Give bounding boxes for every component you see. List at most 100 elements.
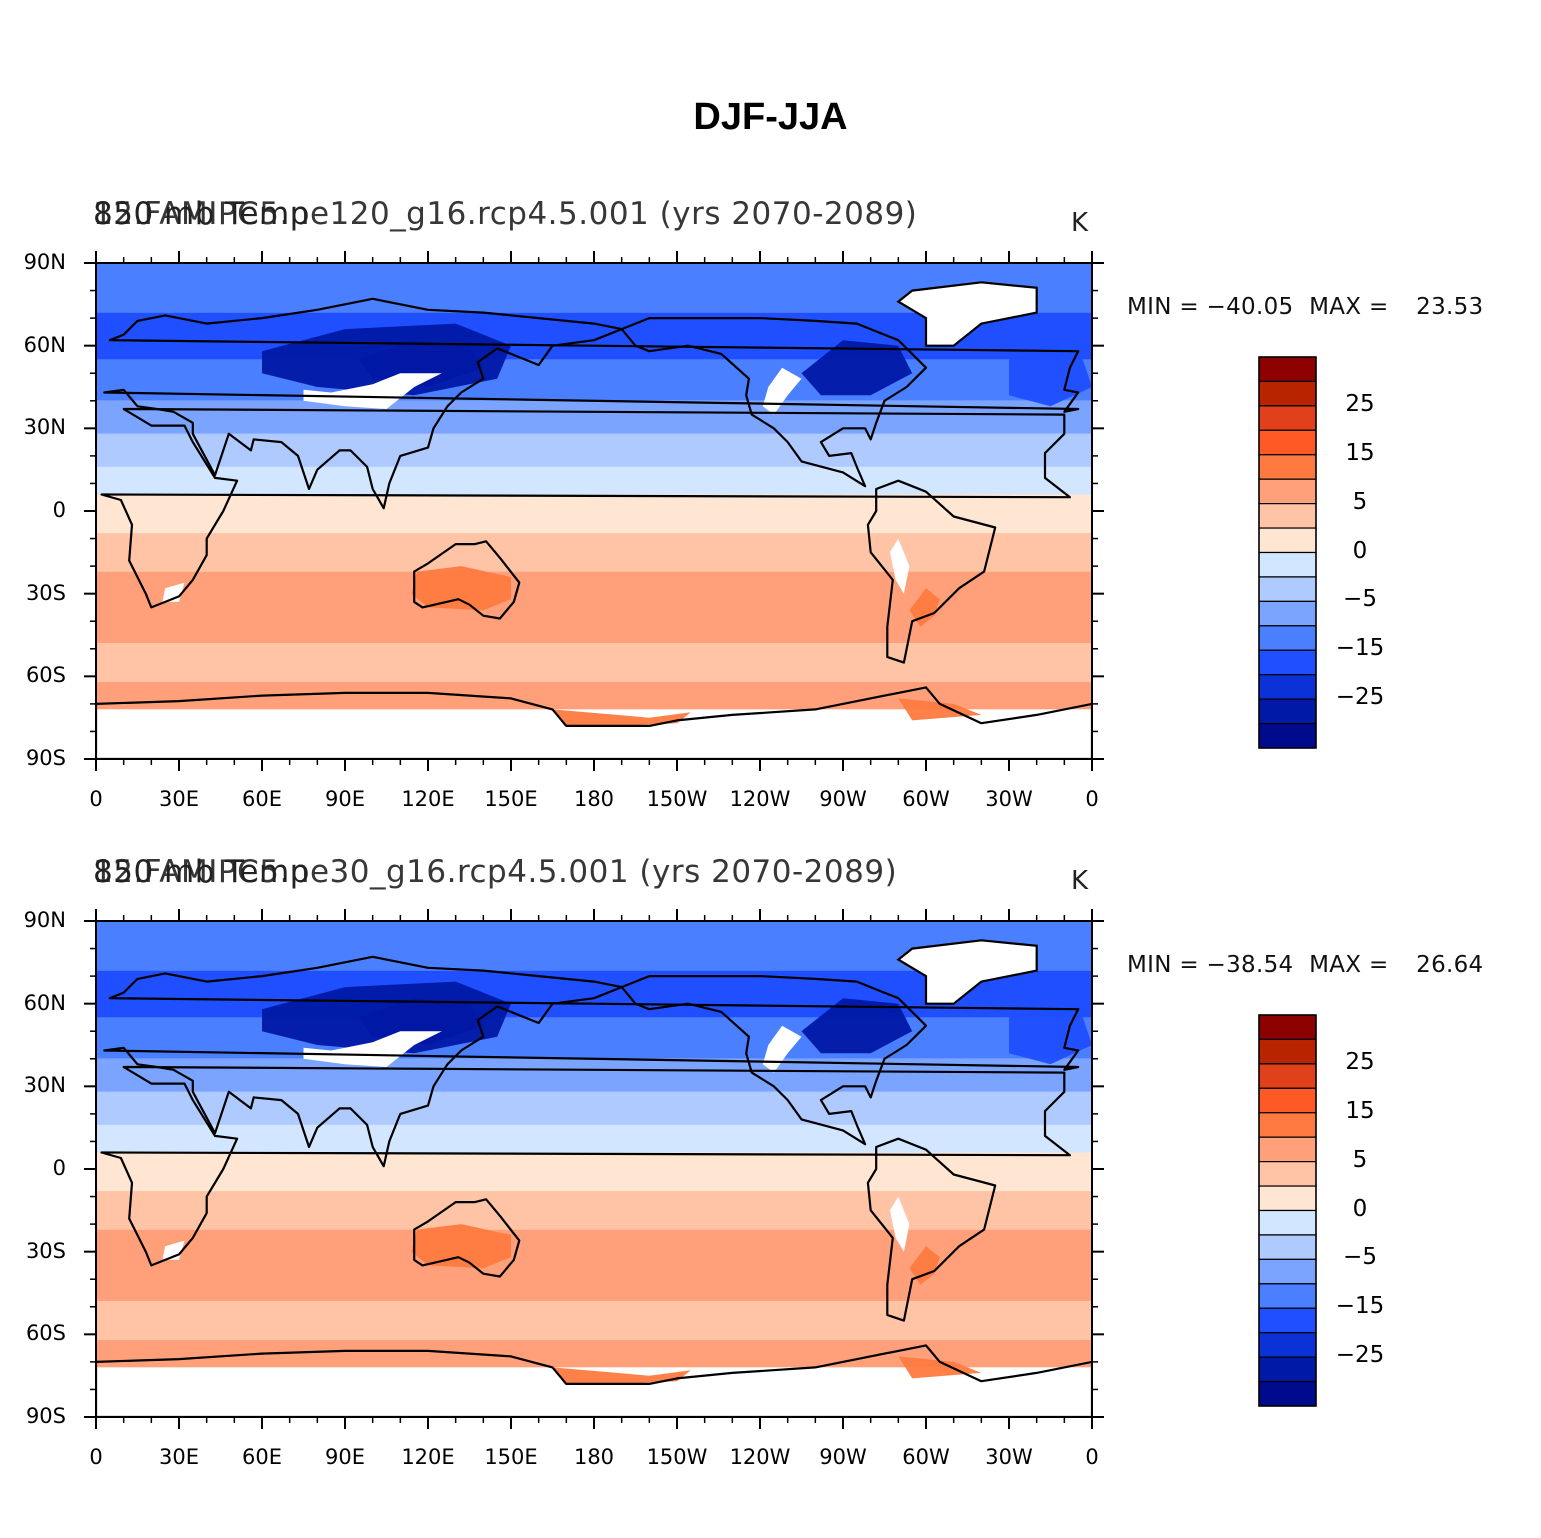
field-band-8 [96, 1229, 1092, 1302]
min-max-readout: MIN = −40.05 MAX = 23.53 [1127, 294, 1484, 320]
field-siberia-cold [262, 981, 511, 1054]
lon-tick-label: 150E [484, 787, 538, 811]
center-string: 12.FAMIPC5.ne120_g16.rcp4.5.001 (yrs 207… [93, 196, 918, 232]
colorbar-box [1258, 551, 1317, 578]
lon-tick-label: 60W [902, 787, 950, 811]
map-field [96, 263, 1092, 759]
lat-tick-label: 60N [23, 332, 66, 357]
colorbar-box [1258, 1014, 1317, 1041]
max-value: 23.53 [1416, 294, 1484, 320]
lat-tick-label: 60S [25, 1321, 66, 1346]
min-label: MIN = [1127, 952, 1199, 978]
units-label: K [1071, 866, 1089, 896]
left-string: 850 mb Temp [93, 196, 310, 232]
lon-tick-label: 0 [1085, 1445, 1099, 1469]
left-string: 850 mb Temp [93, 854, 310, 890]
colorbar-label: −25 [1335, 684, 1385, 711]
coastline-south-america [866, 1137, 997, 1322]
colorbar-box [1258, 600, 1317, 627]
lat-tick-label: 0 [52, 1156, 66, 1180]
colorbar-label: −5 [1343, 1244, 1377, 1271]
coastline-antarctica [96, 1344, 1092, 1417]
field-band-6 [96, 494, 1092, 534]
lon-tick-label: 30W [985, 787, 1033, 811]
field-south-america-warm [909, 588, 940, 627]
field-band-4 [96, 433, 1092, 467]
field-band-9 [96, 643, 1092, 682]
figure-title: DJF-JJA [693, 96, 848, 138]
field-antarctic-peninsula-warm [898, 1356, 982, 1379]
colorbar-box [1258, 1283, 1317, 1309]
masked-region-0 [303, 373, 442, 409]
colorbar-box [1258, 1112, 1317, 1138]
colorbar-box [1258, 625, 1317, 651]
colorbar-box [1258, 1332, 1317, 1358]
greenland-landmass [896, 939, 1038, 1005]
colorbar-box [1258, 454, 1317, 480]
colorbar-box [1258, 1136, 1317, 1163]
lon-tick-label: 150W [646, 1445, 708, 1469]
colorbar-box [1258, 1063, 1317, 1089]
lon-tick-label: 120W [729, 787, 791, 811]
field-canada-cold [801, 340, 913, 396]
lon-tick-label: 0 [89, 787, 103, 811]
colorbar-label: 0 [1352, 1195, 1368, 1222]
lon-tick-label: 90E [325, 787, 365, 811]
coastline-antarctica [96, 686, 1092, 759]
min-max-readout: MIN = −38.54 MAX = 26.64 [1127, 952, 1484, 978]
min-value: −38.54 [1206, 952, 1294, 978]
colorbar-box [1258, 1185, 1317, 1212]
colorbar-label: −5 [1343, 586, 1377, 613]
colorbar-label: −25 [1335, 1342, 1385, 1369]
map-plot-top [84, 251, 1317, 771]
field-band-8 [96, 571, 1092, 644]
lon-tick-label: 150W [646, 787, 708, 811]
antarctica-interior [96, 1383, 1092, 1417]
colorbar-label: −15 [1335, 1293, 1385, 1320]
masked-region-2 [890, 538, 910, 594]
field-band-7 [96, 1191, 1092, 1230]
center-string: 12.FAMIPC5.ne30_g16.rcp4.5.001 (yrs 2070… [93, 854, 898, 890]
colorbar-box [1258, 356, 1317, 383]
lon-tick-label: 150E [484, 1445, 538, 1469]
min-value: −40.05 [1206, 294, 1294, 320]
map-panel-bottom: 850 mb Temp 12.FAMIPC5.ne30_g16.rcp4.5.0… [0, 850, 1541, 1490]
colorbar-box [1258, 698, 1317, 725]
lon-tick-label: 30E [159, 787, 199, 811]
colorbar-label: −15 [1335, 635, 1385, 662]
antarctica-interior [96, 725, 1092, 759]
lon-tick-label: 120E [401, 787, 455, 811]
lat-tick-label: 60S [25, 663, 66, 688]
lon-tick-label: 120E [401, 1445, 455, 1469]
colorbar-box [1258, 1038, 1317, 1065]
colorbar-box [1258, 429, 1317, 456]
lon-tick-label: 180 [573, 1445, 615, 1469]
lon-tick-label: 30E [159, 1445, 199, 1469]
field-band-5 [96, 466, 1092, 495]
field-australia-warm [411, 1224, 511, 1269]
greenland-landmass [896, 281, 1038, 347]
colorbar-label: 5 [1352, 1146, 1368, 1173]
colorbar-label: 25 [1345, 390, 1375, 417]
map-panel-top: 850 mb Temp 12.FAMIPC5.ne120_g16.rcp4.5.… [0, 192, 1541, 832]
lat-tick-label: 30S [25, 580, 66, 605]
colorbar-box [1258, 503, 1317, 529]
field-antarctic-peninsula-warm [898, 698, 982, 721]
colorbar-box [1258, 1356, 1317, 1383]
colorbar-frame [1258, 1014, 1317, 1407]
map-field [96, 921, 1092, 1417]
lat-tick-label: 90N [23, 250, 66, 274]
field-band-7 [96, 533, 1092, 572]
colorbar-label: 25 [1345, 1048, 1375, 1075]
coastline-africa [100, 1065, 1072, 1267]
lon-tick-label: 90W [819, 1445, 867, 1469]
colorbar-box [1258, 1087, 1317, 1114]
colorbar-box [1258, 405, 1317, 431]
colorbar-box [1258, 1209, 1317, 1236]
masked-region-0 [303, 1031, 442, 1067]
colorbar-label: 15 [1345, 1097, 1375, 1124]
colorbar-box [1258, 527, 1317, 554]
field-band-6 [96, 1152, 1092, 1192]
lat-tick-label: 30S [25, 1238, 66, 1263]
coastline-north-america [620, 974, 928, 1146]
